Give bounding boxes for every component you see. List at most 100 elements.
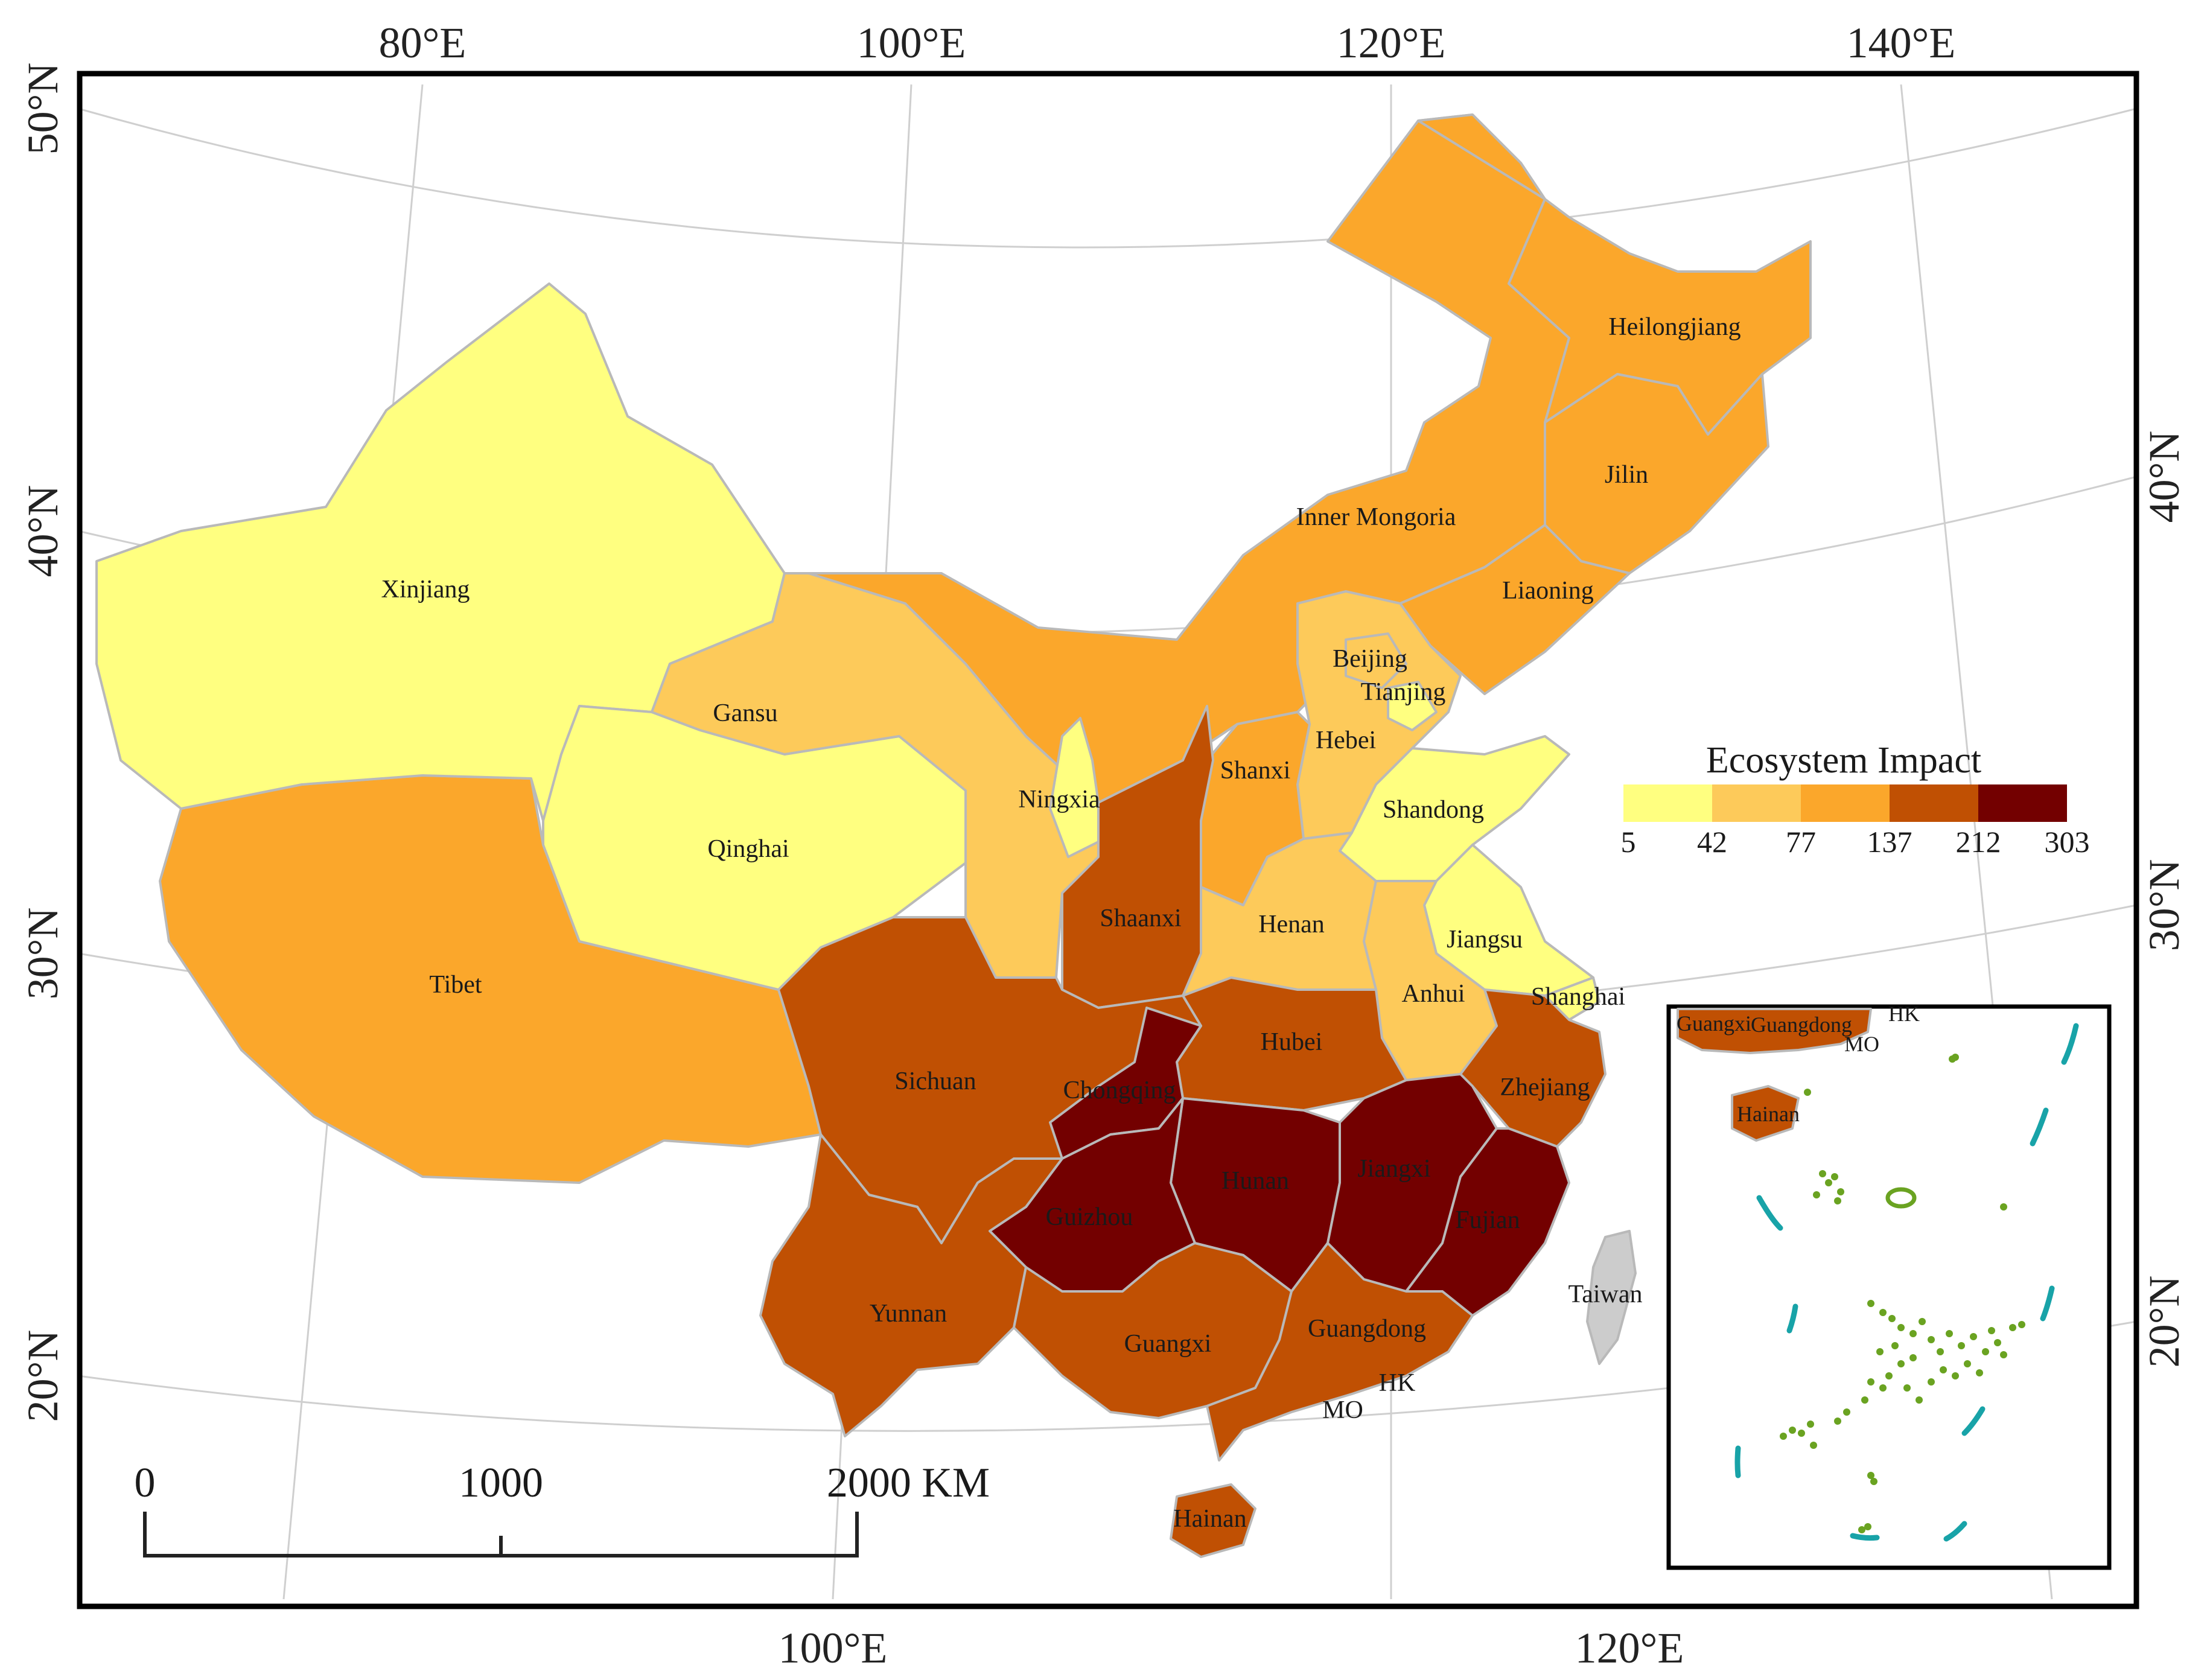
province-heilongjiang [1417,113,1812,436]
label-tibet: Tibet [429,971,482,999]
inset-label-mo: MO [1844,1032,1879,1056]
island-27 [2018,1321,2025,1328]
label-ningxia: Ningxia [1018,786,1100,813]
island-7 [1837,1188,1844,1195]
island-47 [1858,1526,1865,1533]
legend-color-ramp [1623,784,2067,822]
island-36 [1928,1378,1935,1386]
province-labels: Xinjiang Tibet Qinghai Gansu Inner Mongo… [381,313,1741,1533]
nine-dash-line [1734,1023,2079,1542]
legend-swatch-4 [1890,784,1978,822]
scale-label-1000: 1000 [459,1460,543,1506]
legend-swatch-2 [1712,784,1801,822]
island-19 [1946,1330,1953,1337]
island-42 [1789,1427,1796,1434]
island-25 [2000,1351,2007,1358]
coord-bottom-100e: 100°E [779,1624,888,1672]
label-qinghai: Qinghai [707,835,789,863]
dash-segment-9 [1850,1533,1880,1541]
label-xinjiang: Xinjiang [381,576,470,603]
coord-right-30n: 30°N [2140,859,2188,952]
province-guangdong [1206,1242,1474,1462]
province-jilin [1544,373,1769,574]
island-38 [1843,1408,1850,1416]
island-20 [1958,1342,1965,1349]
island-21 [1970,1333,1977,1340]
south-china-sea-inset: Guangxi Guangdong HK MO Hainan [1666,1002,2112,1570]
island-5 [1825,1179,1832,1186]
label-guangdong: Guangdong [1308,1315,1426,1343]
scale-label-0: 0 [135,1460,156,1506]
dash-segment-4 [2040,1285,2055,1322]
dash-segment-6 [1961,1406,1986,1436]
legend-break-77: 77 [1786,825,1816,859]
coord-top-80e: 80°E [379,19,467,67]
label-taiwan: Taiwan [1568,1281,1642,1308]
label-mo: MO [1322,1396,1363,1424]
legend-title: Ecosystem Impact [1706,740,1981,781]
province-tianjing [1387,681,1438,731]
label-anhui: Anhui [1402,980,1465,1008]
island-3 [1804,1089,1811,1096]
island-12 [1879,1309,1887,1316]
inset-label-hk: HK [1888,1002,1920,1026]
island-26 [2009,1324,2016,1331]
label-fujian: Fujian [1455,1206,1520,1234]
island-17 [1928,1336,1935,1343]
map-frame [77,71,2139,1609]
island-13 [1888,1315,1896,1322]
island-30 [1885,1372,1893,1379]
label-shanxi: Shanxi [1220,757,1291,784]
island-9 [1813,1191,1820,1198]
island-ring [1885,1187,1917,1209]
island-28 [1909,1354,1917,1361]
province-zhejiang [1459,988,1607,1148]
coord-left-40n: 40°N [19,485,67,578]
island-51 [1952,1372,1959,1379]
coord-top-120e: 120°E [1337,19,1446,67]
coord-right-40n: 40°N [2140,431,2188,523]
legend-break-5: 5 [1621,825,1636,859]
island-10 [2000,1203,2007,1211]
label-jiangxi: Jiangxi [1357,1155,1430,1183]
label-shaanxi: Shaanxi [1100,905,1181,932]
island-37 [1940,1366,1947,1373]
island-33 [1861,1396,1868,1404]
inset-label-guangxi: Guangxi [1677,1011,1751,1036]
inset-mainland-coast [1677,1008,1872,1054]
island-8 [1834,1197,1841,1204]
label-hebei: Hebei [1316,727,1376,754]
island-32 [1867,1378,1874,1386]
legend-swatch-3 [1801,784,1890,822]
island-11 [1867,1300,1874,1307]
legend-break-137: 137 [1867,825,1912,859]
coord-top-140e: 140°E [1847,19,1956,67]
legend-break-303: 303 [2045,825,2090,859]
legend-swatch-1 [1623,784,1712,822]
island-29 [1897,1360,1905,1367]
label-yunnan: Yunnan [870,1300,947,1328]
province-fujian [1405,1127,1570,1317]
island-18 [1937,1348,1944,1355]
coord-left-20n: 20°N [19,1330,67,1422]
label-jiangsu: Jiangsu [1447,926,1523,953]
dash-segment-2 [2030,1107,2049,1147]
scale-label-2000: 2000 KM [827,1460,990,1506]
label-inner-mongolia: Inner Mongoria [1296,503,1456,531]
province-hainan [1170,1483,1256,1558]
graticule-50n [78,107,2137,249]
label-guangxi: Guangxi [1124,1330,1212,1358]
dash-segment-1 [2061,1023,2079,1065]
label-tianjing: Tianjing [1361,678,1446,706]
legend-swatch-5 [1978,784,2067,822]
inset-hainan [1731,1085,1800,1142]
island-49 [1964,1360,1971,1367]
label-sichuan: Sichuan [894,1068,976,1095]
coordinate-labels: 80°E 100°E 120°E 140°E 100°E 120°E 50°N … [19,19,2188,1672]
island-23 [1988,1327,1995,1334]
coord-bottom-120e: 120°E [1575,1624,1684,1672]
legend-break-42: 42 [1697,825,1727,859]
label-hk: HK [1379,1369,1416,1397]
dash-segment-3 [1756,1195,1783,1231]
